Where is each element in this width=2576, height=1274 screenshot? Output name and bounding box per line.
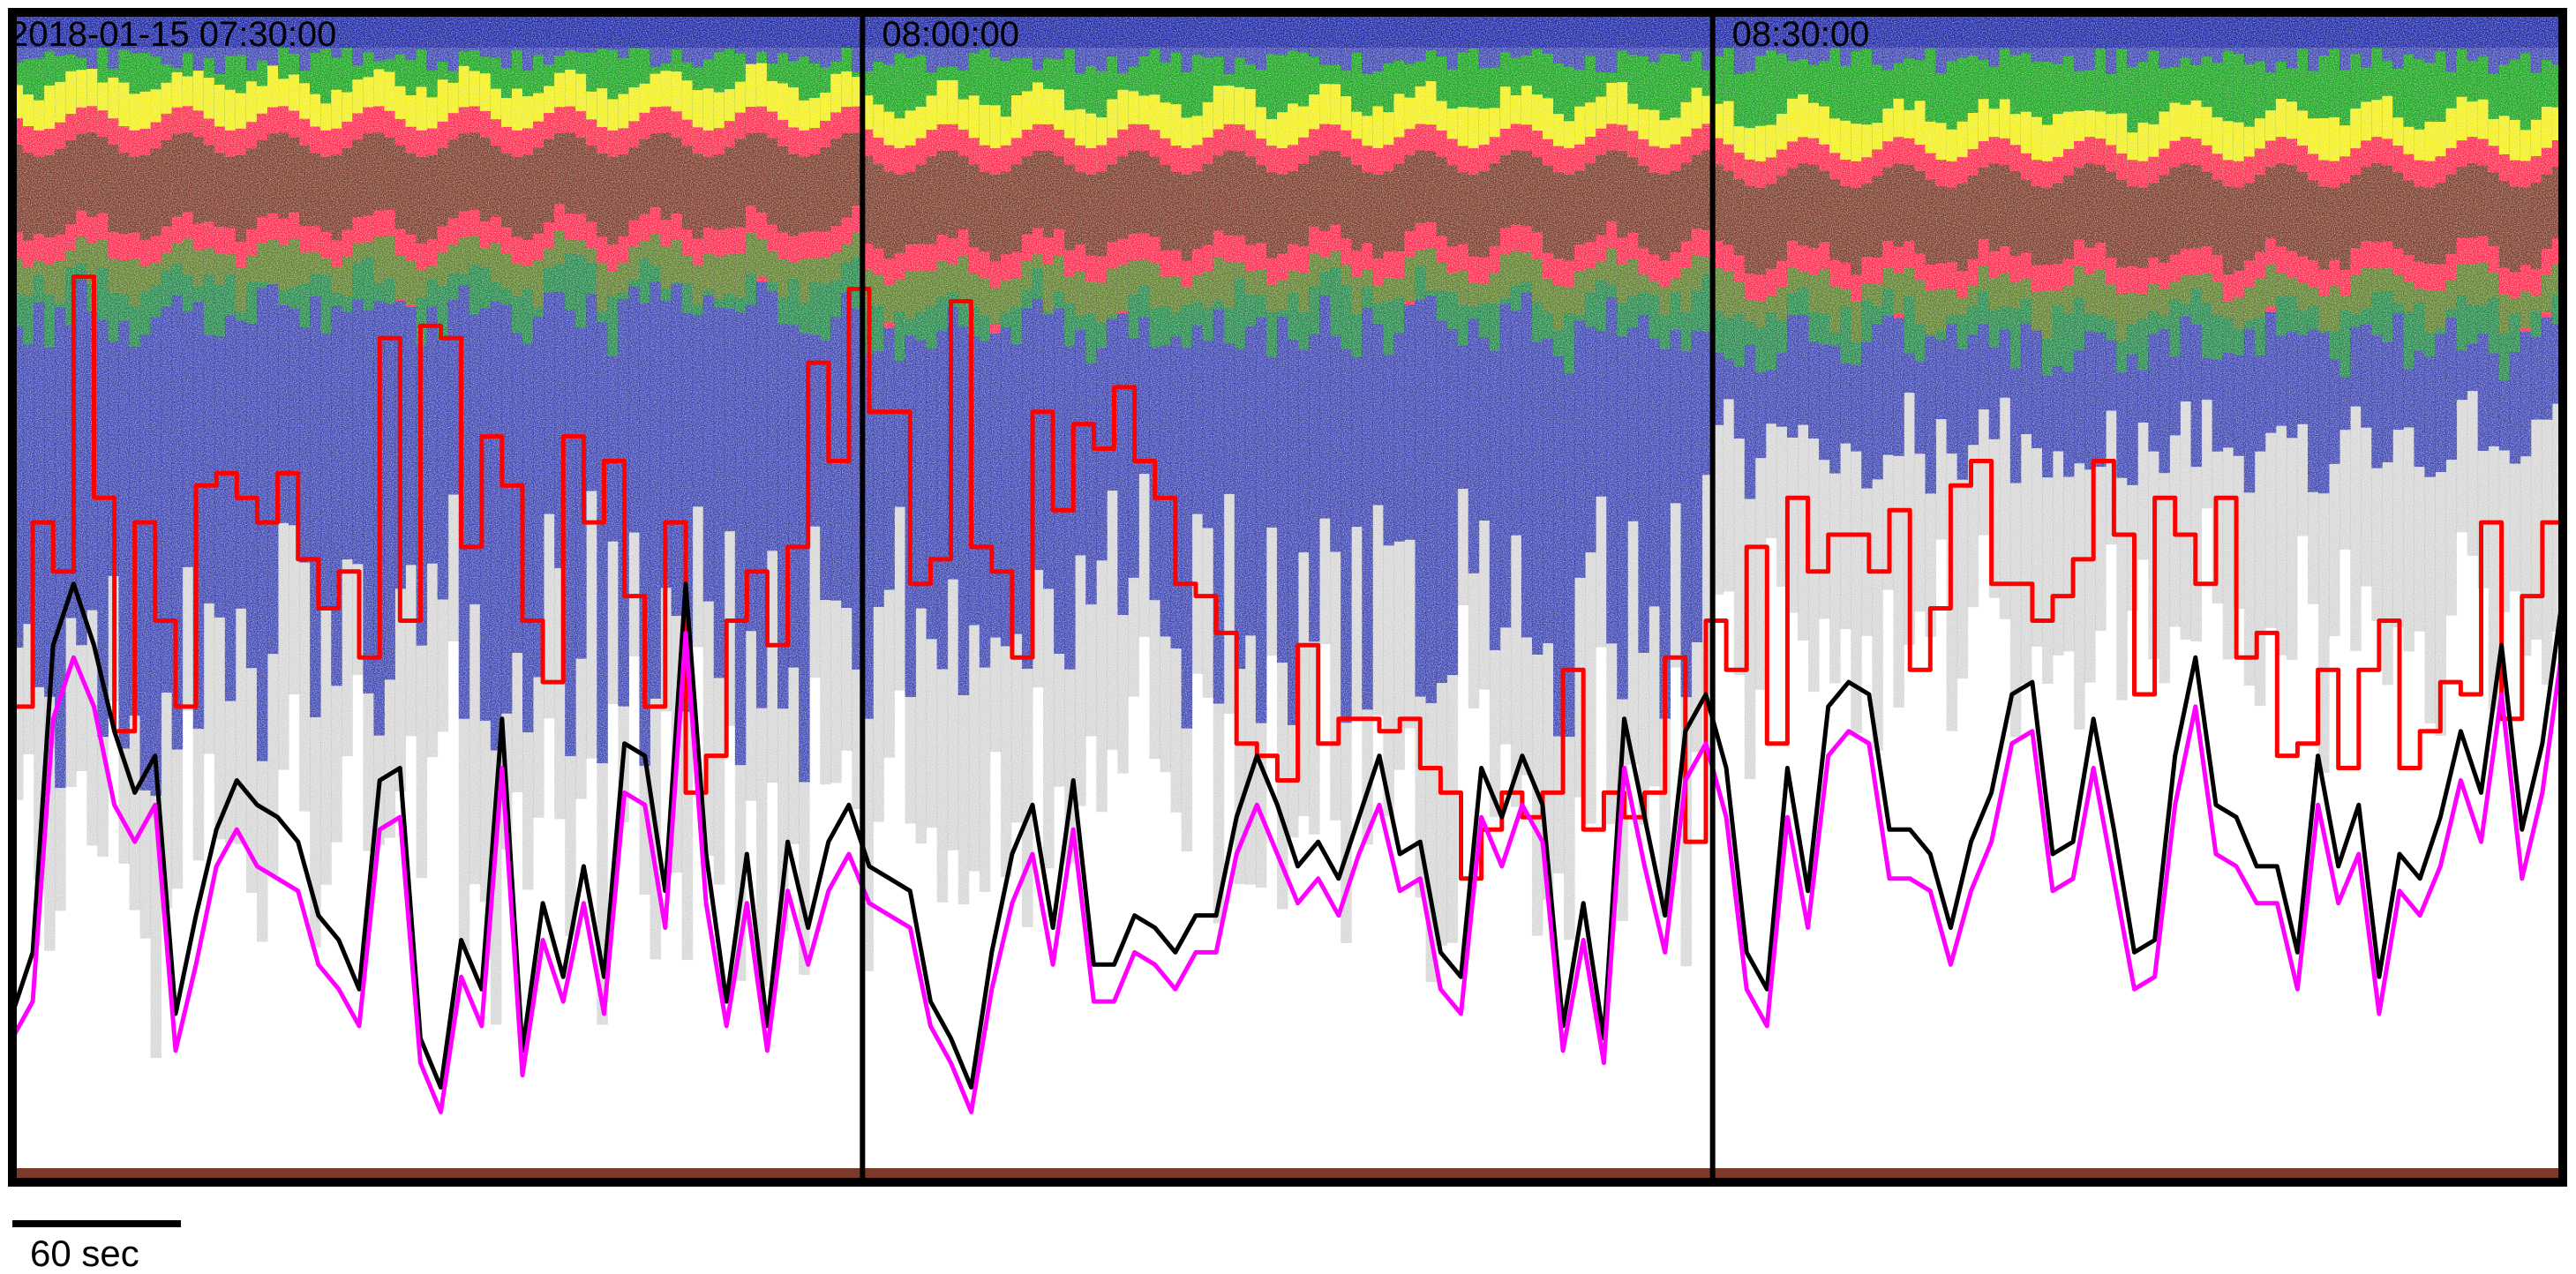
scale-bar-label: 60 sec xyxy=(30,1233,139,1274)
panel-time-label: 08:30:00 xyxy=(1732,15,1870,54)
panel-frames xyxy=(8,8,2567,1187)
panel-time-label: 2018-01-15 07:30:00 xyxy=(9,15,336,54)
series-line-0 xyxy=(12,274,2565,881)
series-line-1 xyxy=(10,581,2565,1090)
panel-time-label: 08:00:00 xyxy=(882,15,1019,54)
speckle-texture xyxy=(12,12,2563,1168)
series-lines xyxy=(10,274,2565,1114)
series-line-2 xyxy=(10,630,2565,1114)
panel-time-labels: 2018-01-15 07:30:00 08:00:00 08:30:00 xyxy=(9,15,1869,54)
speckle-overlay xyxy=(12,12,2563,1168)
outer-frame xyxy=(8,8,2567,1187)
